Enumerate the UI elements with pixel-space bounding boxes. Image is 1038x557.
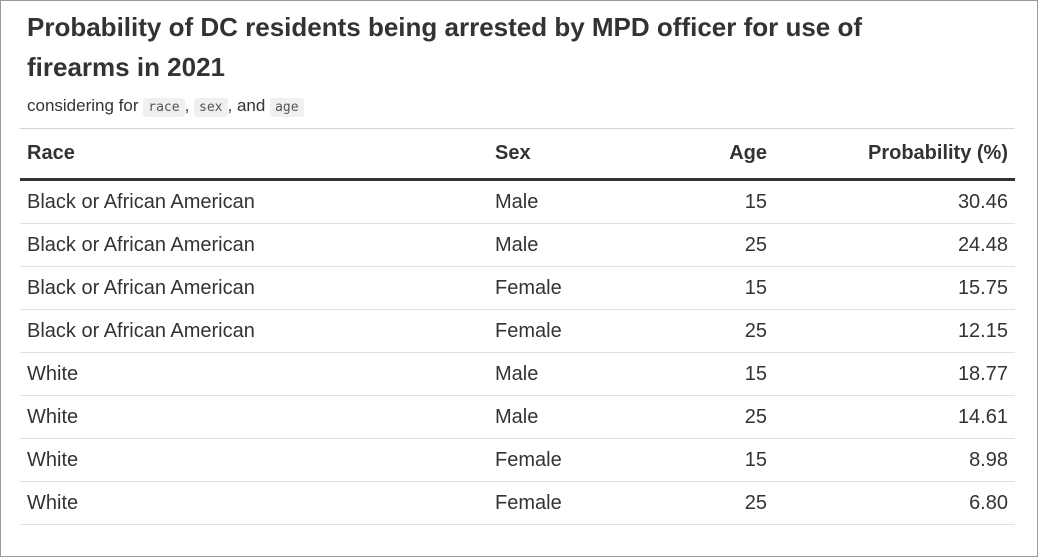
table-row: White Female 25 6.80 (20, 481, 1015, 525)
cell-race: Black or African American (20, 266, 488, 310)
cell-sex: Male (488, 179, 668, 224)
cell-race: Black or African American (20, 309, 488, 353)
cell-race: White (20, 352, 488, 396)
cell-age: 25 (668, 309, 774, 353)
cell-sex: Female (488, 481, 668, 525)
table-row: Black or African American Female 15 15.7… (20, 266, 1015, 310)
header-sex: Sex (488, 129, 668, 181)
cell-probability: 15.75 (774, 266, 1015, 310)
header-age: Age (668, 129, 774, 181)
cell-sex: Male (488, 223, 668, 267)
cell-probability: 24.48 (774, 223, 1015, 267)
cell-age: 15 (668, 438, 774, 482)
cell-race: Black or African American (20, 223, 488, 267)
table-row: Black or African American Female 25 12.1… (20, 309, 1015, 353)
cell-race: White (20, 438, 488, 482)
cell-probability: 14.61 (774, 395, 1015, 439)
cell-race: White (20, 395, 488, 439)
table-row: White Male 25 14.61 (20, 395, 1015, 439)
cell-probability: 18.77 (774, 352, 1015, 396)
table-row: White Female 15 8.98 (20, 438, 1015, 482)
cell-sex: Female (488, 438, 668, 482)
subtitle-prefix: considering for (27, 96, 139, 115)
table-row: Black or African American Male 15 30.46 (20, 179, 1015, 224)
subtitle-separator: , and (227, 96, 266, 115)
cell-sex: Female (488, 266, 668, 310)
cell-probability: 6.80 (774, 481, 1015, 525)
cell-probability: 12.15 (774, 309, 1015, 353)
subtitle-var-age: age (270, 98, 304, 117)
cell-age: 25 (668, 395, 774, 439)
subtitle-var-sex: sex (194, 98, 228, 117)
subtitle: considering for race, sex, and age (27, 93, 304, 121)
subtitle-var-race: race (143, 98, 185, 117)
cell-age: 15 (668, 352, 774, 396)
table-header: Race Sex Age Probability (%) (20, 129, 1015, 181)
header-probability: Probability (%) (774, 129, 1015, 181)
cell-age: 15 (668, 266, 774, 310)
header-row: Race Sex Age Probability (%) (20, 129, 1015, 181)
header-race: Race (20, 129, 488, 181)
cell-age: 25 (668, 481, 774, 525)
probability-table: Race Sex Age Probability (%) Black or Af… (20, 129, 1015, 525)
subtitle-separator: , (184, 96, 190, 115)
cell-race: Black or African American (20, 179, 488, 224)
cell-sex: Male (488, 352, 668, 396)
page-title: Probability of DC residents being arrest… (27, 12, 863, 82)
cell-probability: 8.98 (774, 438, 1015, 482)
cell-race: White (20, 481, 488, 525)
table-row: White Male 15 18.77 (20, 352, 1015, 396)
cell-age: 15 (668, 179, 774, 224)
cell-probability: 30.46 (774, 179, 1015, 224)
cell-sex: Female (488, 309, 668, 353)
table-top-rule (20, 128, 1015, 129)
cell-sex: Male (488, 395, 668, 439)
cell-age: 25 (668, 223, 774, 267)
table-body: Black or African American Male 15 30.46 … (20, 179, 1015, 525)
table-row: Black or African American Male 25 24.48 (20, 223, 1015, 267)
